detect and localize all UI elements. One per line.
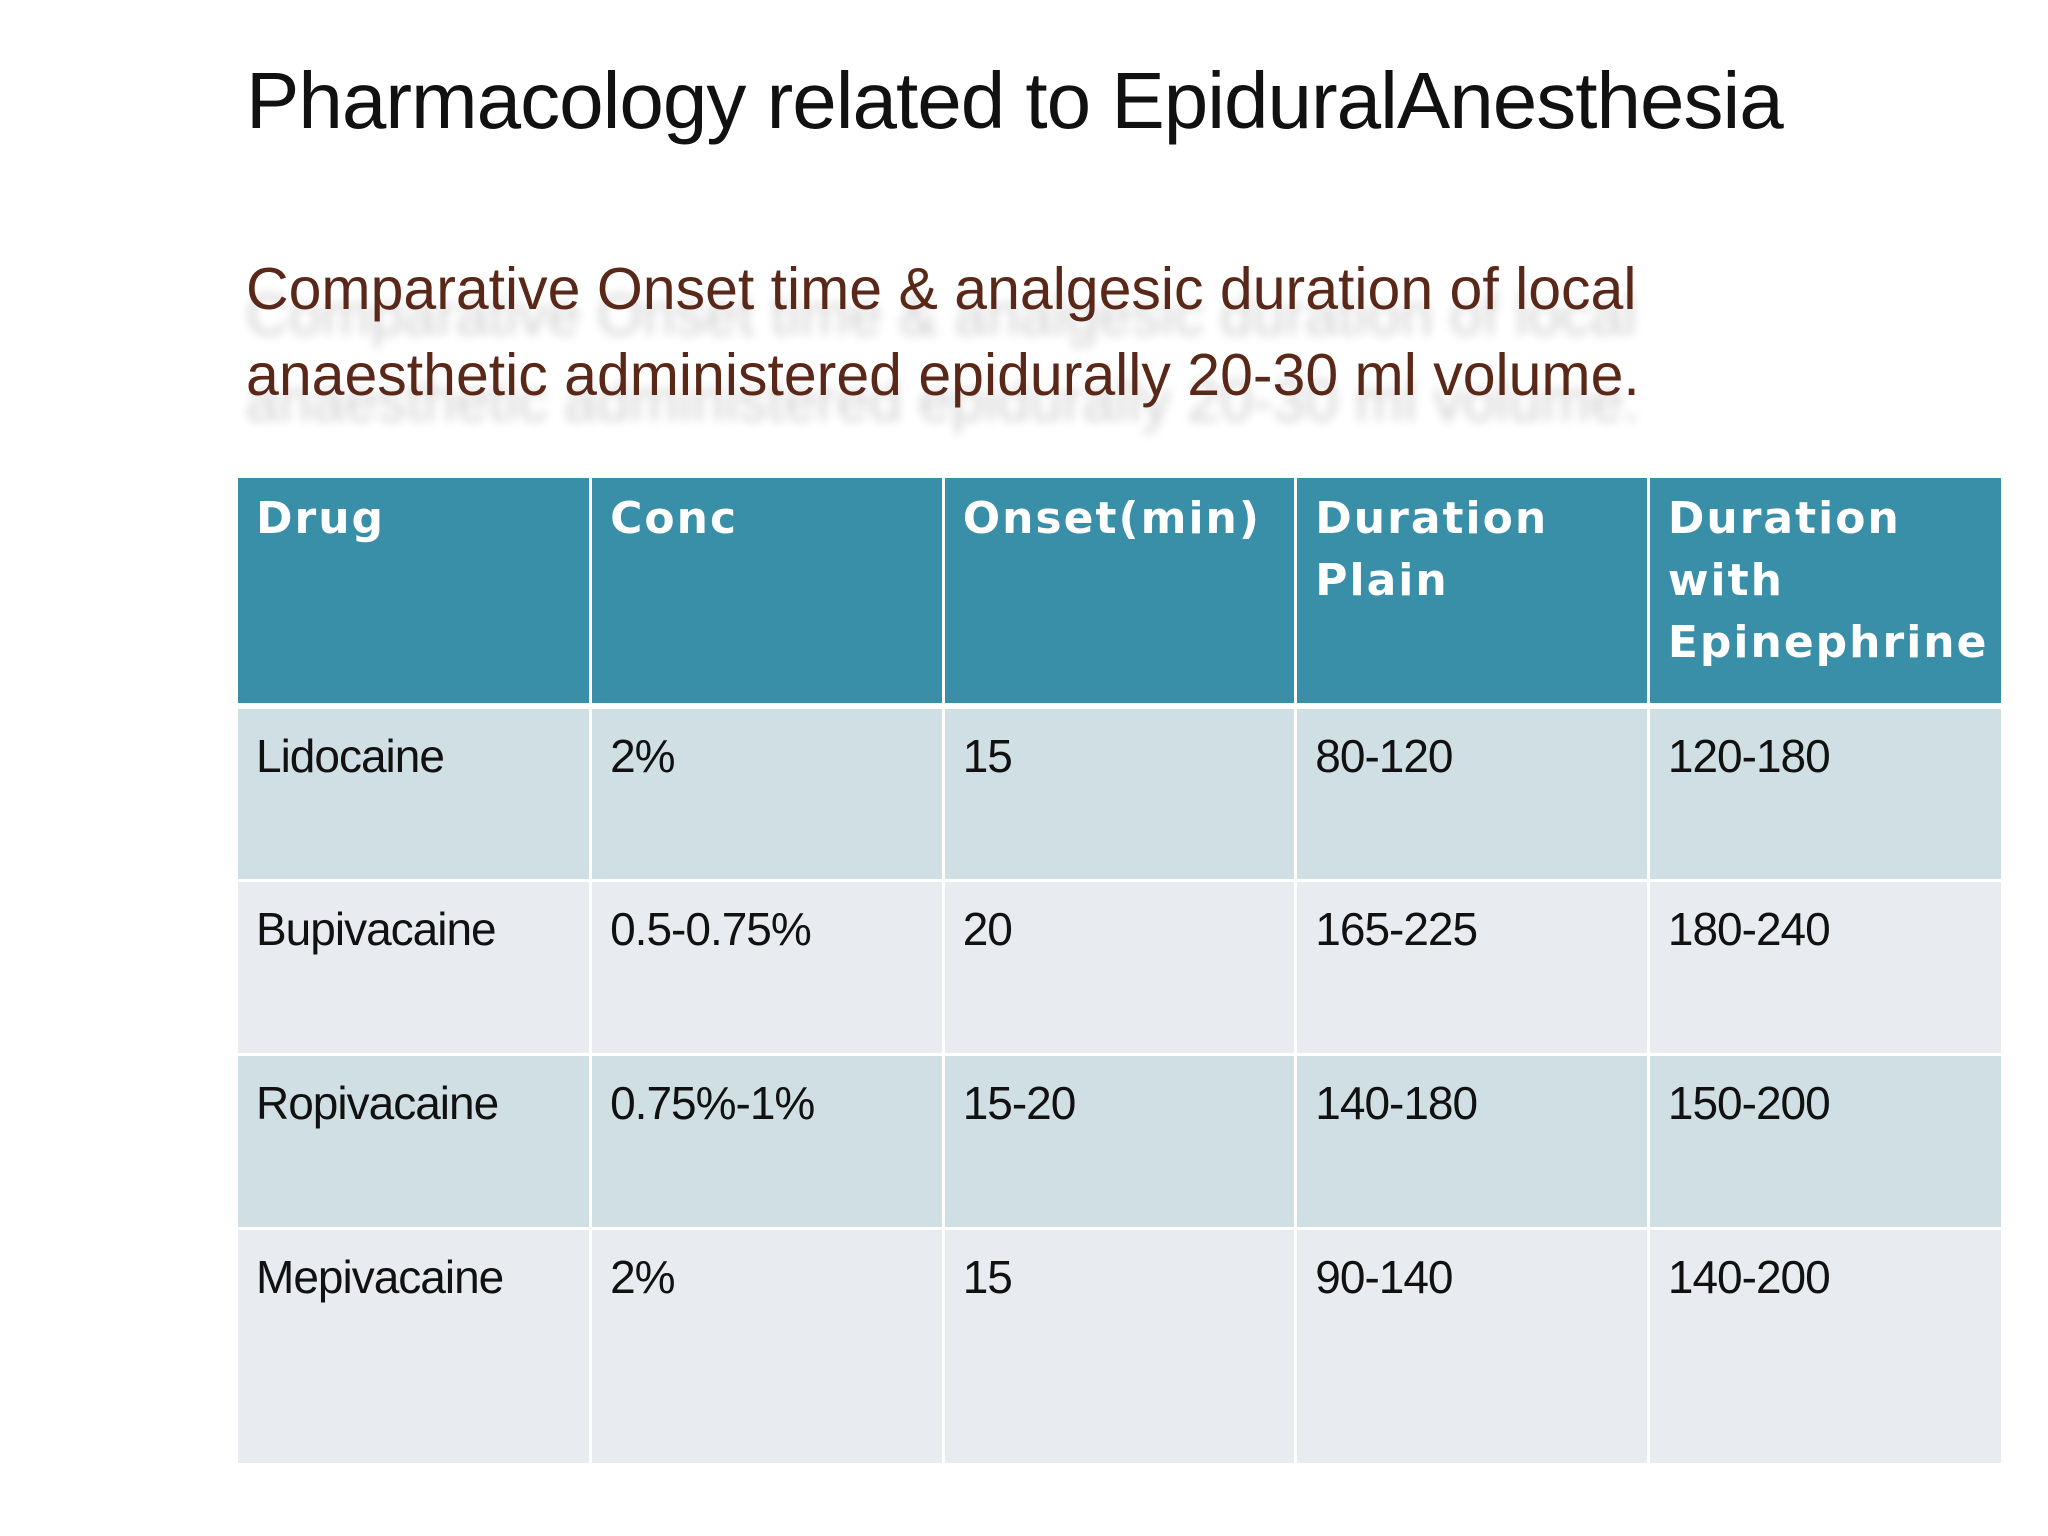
- cell-duration-epinephrine: 120-180: [1648, 706, 2001, 882]
- cell-duration-epinephrine: 180-240: [1648, 880, 2001, 1056]
- cell-drug: Bupivacaine: [238, 880, 593, 1056]
- header-duration-plain: Duration Plain: [1295, 478, 1650, 709]
- table-row: Lidocaine 2% 15 80-120 120-180: [238, 706, 2001, 882]
- subtitle-line-1: Comparative Onset time & analgesic durat…: [246, 256, 1637, 322]
- cell-duration-plain: 80-120: [1295, 706, 1650, 882]
- cell-duration-plain: 140-180: [1295, 1054, 1650, 1230]
- cell-conc: 2%: [590, 1228, 945, 1466]
- cell-conc: 2%: [590, 706, 945, 882]
- cell-conc: 0.75%-1%: [590, 1054, 945, 1230]
- cell-onset: 15-20: [943, 1054, 1298, 1230]
- header-duration-epinephrine: Duration with Epinephrine: [1648, 478, 2001, 709]
- table-row: Ropivacaine 0.75%-1% 15-20 140-180 150-2…: [238, 1054, 2001, 1230]
- cell-conc: 0.5-0.75%: [590, 880, 945, 1056]
- header-conc: Conc: [590, 478, 945, 709]
- cell-onset: 15: [943, 706, 1298, 882]
- cell-duration-plain: 165-225: [1295, 880, 1650, 1056]
- table-header-row: Drug Conc Onset(min) Duration Plain Dura…: [238, 478, 2001, 709]
- cell-drug: Mepivacaine: [238, 1228, 593, 1466]
- cell-duration-epinephrine: 140-200: [1648, 1228, 2001, 1466]
- cell-duration-epinephrine: 150-200: [1648, 1054, 2001, 1230]
- drug-comparison-table: Drug Conc Onset(min) Duration Plain Dura…: [238, 478, 2001, 1466]
- header-onset: Onset(min): [943, 478, 1298, 709]
- cell-onset: 15: [943, 1228, 1298, 1466]
- slide-title: Pharmacology related to EpiduralAnesthes…: [246, 56, 1784, 145]
- subtitle-line-2: anaesthetic administered epidurally 20-3…: [246, 342, 1640, 408]
- cell-drug: Ropivacaine: [238, 1054, 593, 1230]
- table-row: Bupivacaine 0.5-0.75% 20 165-225 180-240: [238, 880, 2001, 1056]
- slide-subtitle: Comparative Onset time & analgesic durat…: [246, 246, 1806, 418]
- cell-drug: Lidocaine: [238, 706, 593, 882]
- header-drug: Drug: [238, 478, 593, 709]
- cell-duration-plain: 90-140: [1295, 1228, 1650, 1466]
- cell-onset: 20: [943, 880, 1298, 1056]
- table-row: Mepivacaine 2% 15 90-140 140-200: [238, 1228, 2001, 1466]
